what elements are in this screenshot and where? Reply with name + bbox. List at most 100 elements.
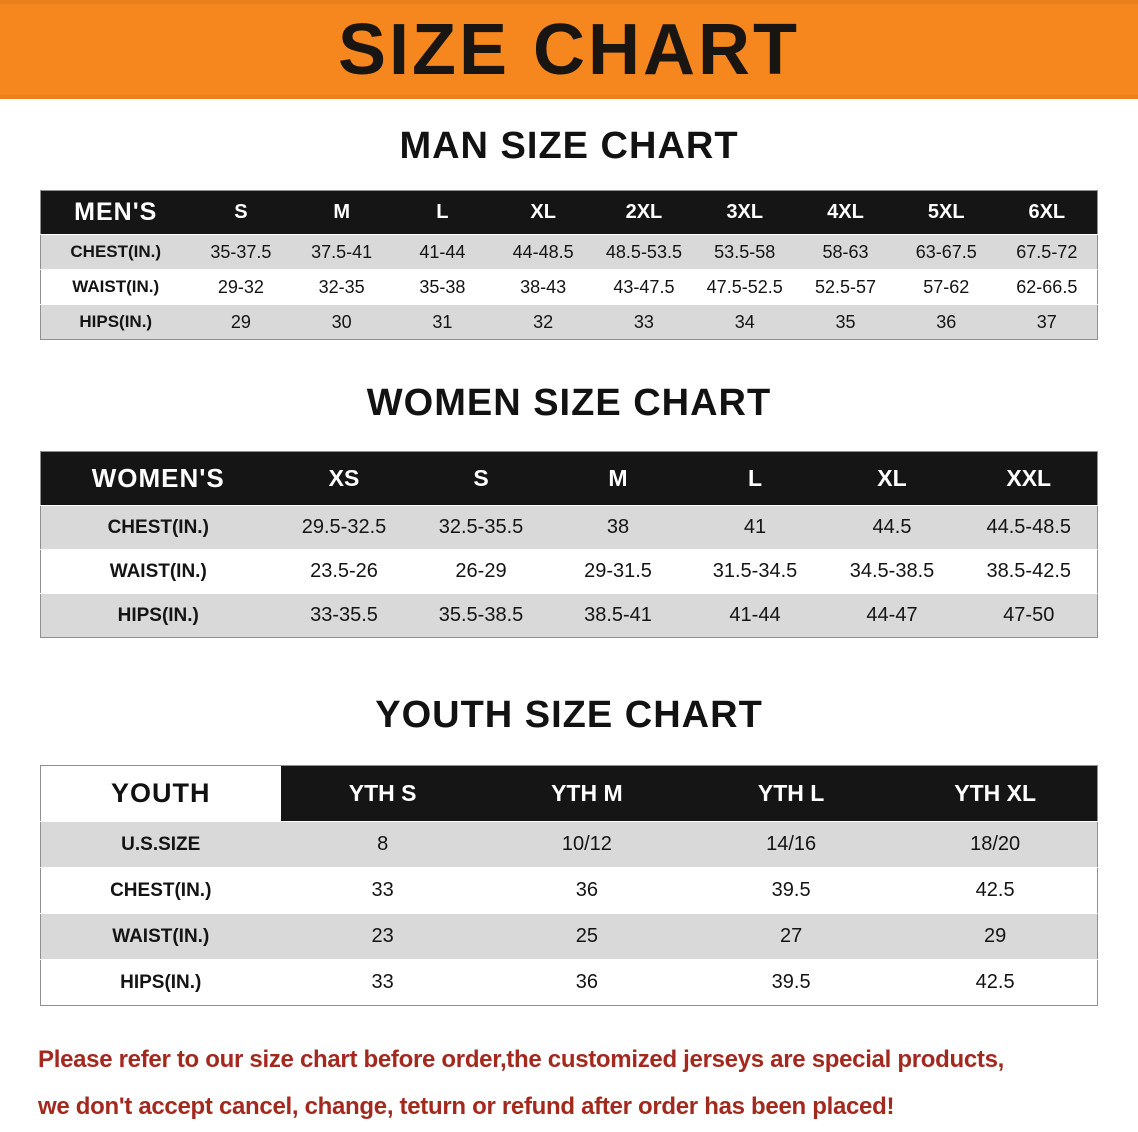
size-header-cell: YTH M — [484, 765, 689, 822]
value-cell: 42.5 — [893, 867, 1098, 914]
table-row: CHEST(IN.) 35-37.5 37.5-41 41-44 44-48.5 48.5… — [40, 234, 1098, 270]
row-label-cell: U.S.SIZE — [40, 821, 281, 868]
size-header-cell: XXL — [960, 451, 1098, 506]
size-header-cell: YTH S — [280, 765, 485, 822]
value-cell: 35.5-38.5 — [412, 593, 550, 638]
value-cell: 37 — [996, 304, 1098, 340]
value-cell: 27 — [689, 913, 894, 960]
value-cell: 25 — [484, 913, 689, 960]
size-header-cell: XL — [492, 190, 594, 235]
table-row: CHEST(IN.) 33 36 39.5 42.5 — [40, 867, 1098, 914]
table-header-row: WOMEN'S XS S M L XL XXL — [40, 451, 1098, 506]
value-cell: 39.5 — [689, 959, 894, 1006]
value-cell: 38.5-41 — [549, 593, 687, 638]
women-section-heading: WOMEN SIZE CHART — [366, 382, 772, 424]
table-row: WAIST(IN.) 23 25 27 29 — [40, 913, 1098, 960]
value-cell: 44.5-48.5 — [960, 505, 1098, 550]
row-label-cell: CHEST(IN.) — [40, 867, 281, 914]
table-header-row: MEN'S S M L XL 2XL 3XL 4XL 5XL 6XL — [40, 190, 1098, 235]
value-cell: 58-63 — [795, 234, 896, 270]
size-header-cell: L — [392, 190, 493, 235]
value-cell: 62-66.5 — [996, 269, 1098, 305]
value-cell: 38 — [549, 505, 687, 550]
value-cell: 34 — [694, 304, 796, 340]
section-women: WOMEN SIZE CHART WOMEN'S XS S M L XL XXL CHEST(… — [0, 382, 1138, 638]
banner: SIZE CHART — [0, 0, 1138, 99]
value-cell: 31.5-34.5 — [686, 549, 824, 594]
value-cell: 44-47 — [823, 593, 961, 638]
value-cell: 35-38 — [392, 269, 493, 305]
table-row: WAIST(IN.) 23.5-26 26-29 29-31.5 31.5-34.5 34… — [40, 549, 1098, 594]
value-cell: 29 — [190, 304, 292, 340]
value-cell: 38-43 — [492, 269, 594, 305]
value-cell: 39.5 — [689, 867, 894, 914]
size-header-cell: S — [412, 451, 550, 506]
size-header-cell: XL — [823, 451, 961, 506]
value-cell: 29-32 — [190, 269, 292, 305]
value-cell: 41-44 — [392, 234, 493, 270]
value-cell: 23 — [280, 913, 485, 960]
men-section-heading: MAN SIZE CHART — [399, 125, 739, 167]
row-label-cell: CHEST(IN.) — [40, 234, 191, 270]
youth-section-heading: YOUTH SIZE CHART — [375, 694, 763, 736]
size-header-cell: M — [291, 190, 393, 235]
value-cell: 30 — [291, 304, 393, 340]
value-cell: 23.5-26 — [275, 549, 413, 594]
value-cell: 36 — [484, 867, 689, 914]
value-cell: 31 — [392, 304, 493, 340]
size-header-cell: L — [686, 451, 824, 506]
value-cell: 35-37.5 — [190, 234, 292, 270]
value-cell: 43-47.5 — [593, 269, 695, 305]
value-cell: 29.5-32.5 — [275, 505, 413, 550]
value-cell: 33-35.5 — [275, 593, 413, 638]
value-cell: 57-62 — [895, 269, 997, 305]
value-cell: 41-44 — [686, 593, 824, 638]
youth-size-table: YOUTH YTH S YTH M YTH L YTH XL U.S.SIZE 8 10/12… — [40, 765, 1098, 1006]
disclaimer-line-1: Please refer to our size chart before or… — [38, 1046, 1004, 1073]
value-cell: 44-48.5 — [492, 234, 594, 270]
table-row: WAIST(IN.) 29-32 32-35 35-38 38-43 43-47.5 47.… — [40, 269, 1098, 305]
value-cell: 26-29 — [412, 549, 550, 594]
row-label-cell: HIPS(IN.) — [40, 304, 191, 340]
row-label-cell: WAIST(IN.) — [40, 269, 191, 305]
size-header-cell: 6XL — [996, 190, 1098, 235]
value-cell: 33 — [593, 304, 695, 340]
table-title-cell: WOMEN'S — [40, 451, 276, 506]
table-row: HIPS(IN.) 33-35.5 35.5-38.5 38.5-41 41-44 44-… — [40, 593, 1098, 638]
value-cell: 36 — [484, 959, 689, 1006]
disclaimer-line-2: we don't accept cancel, change, teturn o… — [38, 1093, 895, 1120]
disclaimer: Please refer to our size chart before or… — [38, 1036, 1100, 1130]
value-cell: 63-67.5 — [895, 234, 997, 270]
page-title: SIZE CHART — [338, 9, 800, 90]
value-cell: 44.5 — [823, 505, 961, 550]
table-title-cell: YOUTH — [40, 765, 281, 822]
size-header-cell: 2XL — [593, 190, 695, 235]
table-row: HIPS(IN.) 33 36 39.5 42.5 — [40, 959, 1098, 1006]
size-header-cell: XS — [275, 451, 413, 506]
value-cell: 47-50 — [960, 593, 1098, 638]
row-label-cell: HIPS(IN.) — [40, 959, 281, 1006]
value-cell: 48.5-53.5 — [593, 234, 695, 270]
value-cell: 29 — [893, 913, 1098, 960]
value-cell: 33 — [280, 959, 485, 1006]
size-header-cell: 3XL — [694, 190, 796, 235]
table-row: HIPS(IN.) 29 30 31 32 33 34 35 36 37 — [40, 304, 1098, 340]
value-cell: 52.5-57 — [795, 269, 896, 305]
size-header-cell: 5XL — [895, 190, 997, 235]
size-header-cell: S — [190, 190, 292, 235]
table-row: U.S.SIZE 8 10/12 14/16 18/20 — [40, 821, 1098, 868]
table-title-cell: MEN'S — [40, 190, 191, 235]
women-size-table: WOMEN'S XS S M L XL XXL CHEST(IN.) 29.5-32.5 32.5… — [40, 451, 1098, 638]
table-header-row: YOUTH YTH S YTH M YTH L YTH XL — [40, 765, 1098, 822]
value-cell: 10/12 — [484, 821, 689, 868]
size-header-cell: 4XL — [795, 190, 896, 235]
value-cell: 32 — [492, 304, 594, 340]
value-cell: 32-35 — [291, 269, 393, 305]
value-cell: 67.5-72 — [996, 234, 1098, 270]
row-label-cell: HIPS(IN.) — [40, 593, 276, 638]
size-header-cell: M — [549, 451, 687, 506]
row-label-cell: WAIST(IN.) — [40, 913, 281, 960]
value-cell: 32.5-35.5 — [412, 505, 550, 550]
row-label-cell: WAIST(IN.) — [40, 549, 276, 594]
